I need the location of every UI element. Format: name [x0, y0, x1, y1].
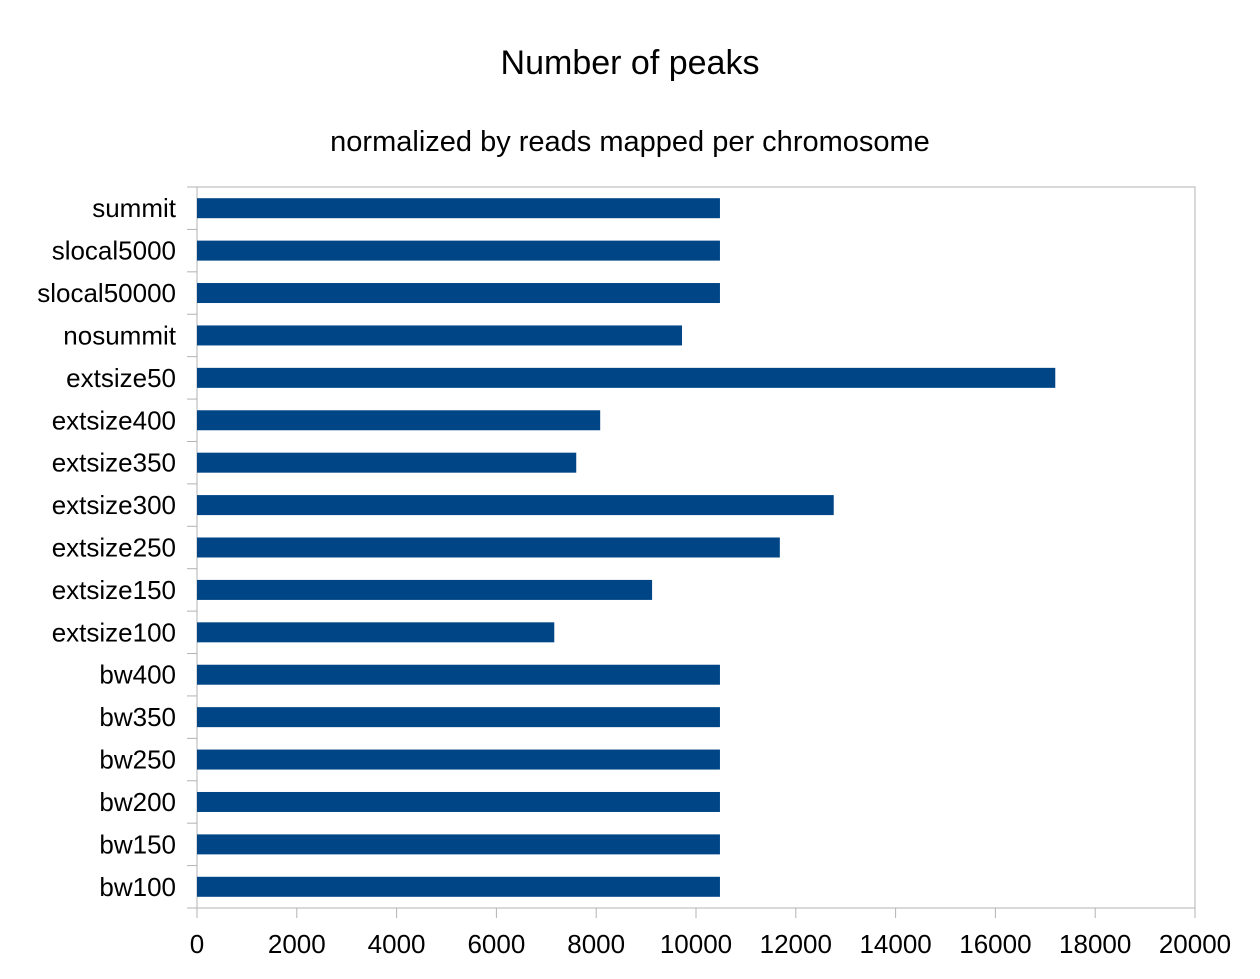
category-label-extsize150: extsize150: [52, 575, 176, 605]
x-tick-label-10000: 10000: [660, 929, 732, 959]
category-label-bw400: bw400: [99, 660, 176, 690]
category-label-nosummit: nosummit: [63, 320, 176, 350]
x-tick-label-20000: 20000: [1159, 929, 1231, 959]
category-label-bw100: bw100: [99, 872, 176, 902]
category-label-bw150: bw150: [99, 829, 176, 859]
category-label-bw200: bw200: [99, 787, 176, 817]
category-label-slocal5000: slocal5000: [52, 236, 176, 266]
x-tick-label-0: 0: [190, 929, 204, 959]
bar-bw400: [197, 664, 720, 685]
x-tick-label-6000: 6000: [467, 929, 525, 959]
category-label-summit: summit: [92, 193, 177, 223]
bar-extsize250: [197, 537, 780, 558]
category-label-extsize50: extsize50: [66, 363, 176, 393]
x-tick-label-16000: 16000: [959, 929, 1031, 959]
category-label-extsize350: extsize350: [52, 448, 176, 478]
bar-extsize300: [197, 495, 834, 516]
x-tick-label-4000: 4000: [368, 929, 426, 959]
bar-extsize350: [197, 452, 577, 473]
bar-nosummit: [197, 325, 683, 346]
category-label-extsize100: extsize100: [52, 617, 176, 647]
chart-title: Number of peaks: [501, 44, 760, 82]
category-label-bw350: bw350: [99, 702, 176, 732]
bar-extsize400: [197, 410, 601, 431]
category-label-extsize250: extsize250: [52, 533, 176, 563]
bar-summit: [197, 198, 720, 219]
bar-slocal5000: [197, 240, 720, 261]
bar-extsize50: [197, 367, 1056, 388]
bar-bw200: [197, 791, 720, 812]
bar-bw150: [197, 834, 720, 855]
bars-layer: [197, 198, 1056, 897]
bar-extsize100: [197, 622, 555, 643]
chart-subtitle: normalized by reads mapped per chromosom…: [330, 126, 930, 158]
x-tick-label-12000: 12000: [760, 929, 832, 959]
bar-bw250: [197, 749, 720, 770]
category-labels: summit slocal5000 slocal50000 nosummit extsi…: [37, 193, 177, 902]
x-tick-label-18000: 18000: [1059, 929, 1131, 959]
category-label-slocal50000: slocal50000: [37, 278, 176, 308]
x-tick-label-8000: 8000: [567, 929, 625, 959]
bar-slocal50000: [197, 283, 720, 304]
x-tick-label-2000: 2000: [268, 929, 326, 959]
x-axis-ticks: 0 2000 4000 6000 8000 10000 12000 14000 16000 180…: [190, 908, 1231, 959]
bar-extsize150: [197, 579, 653, 600]
category-label-extsize300: extsize300: [52, 490, 176, 520]
bar-bw350: [197, 707, 720, 728]
category-label-extsize400: extsize400: [52, 405, 176, 435]
x-tick-label-14000: 14000: [859, 929, 931, 959]
bar-bw100: [197, 876, 720, 897]
category-label-bw250: bw250: [99, 745, 176, 775]
